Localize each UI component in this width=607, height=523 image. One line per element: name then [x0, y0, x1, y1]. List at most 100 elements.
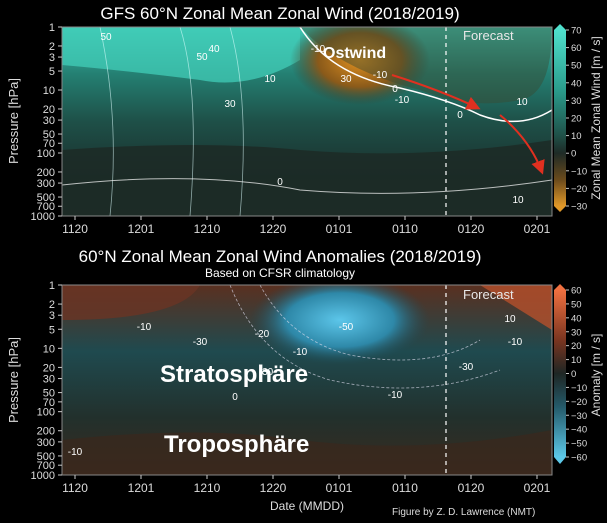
- x-tick-label: 1220: [260, 481, 287, 495]
- bottom-colorbar-cap-bottom: [554, 457, 566, 464]
- top-easterly-region: [290, 27, 430, 105]
- ostwind-annotation: Ostwind: [323, 45, 387, 62]
- bottom-chart-subtitle: Based on CFSR climatology: [204, 266, 356, 280]
- bottom-tropospheric-region: [62, 430, 552, 475]
- contour-label: -10: [311, 44, 326, 55]
- y-tick-label: 100: [37, 407, 55, 419]
- top-colorbar: [554, 30, 566, 206]
- bottom-x-axis-ticks: 1120 1201 1210 1220 0101 0110 0120 0201: [62, 475, 551, 495]
- colorbar-tick-label: 60: [571, 286, 582, 297]
- y-tick-label: 700: [37, 201, 55, 213]
- colorbar-tick-label: 20: [571, 114, 582, 125]
- contour-label: 0: [232, 392, 238, 403]
- colorbar-tick-label: 40: [571, 78, 582, 89]
- colorbar-tick-label: 30: [571, 327, 582, 338]
- bottom-contours: [229, 285, 501, 389]
- top-contours: [99, 27, 244, 216]
- colorbar-tick-label: −40: [571, 425, 587, 436]
- contour-label: 50: [100, 32, 112, 43]
- top-strong-westerly-region: [62, 27, 300, 83]
- y-tick-label: 2: [49, 41, 55, 53]
- y-tick-label: 3: [49, 310, 55, 322]
- y-tick-label: 3: [49, 52, 55, 64]
- contour-label: 0: [392, 84, 398, 95]
- contour-label: -10: [373, 70, 388, 81]
- contour-label: -10: [395, 95, 410, 106]
- bottom-positive-anomaly-right: [480, 285, 552, 330]
- colorbar-tick-label: −10: [571, 166, 587, 177]
- top-plot-frame: [61, 26, 553, 217]
- top-x-axis-ticks: 1120 1201 1210 1220 0101 0110 0120 0201: [62, 216, 551, 236]
- bottom-y-axis-label: Pressure [hPa]: [6, 337, 21, 423]
- top-colorbar-label: Zonal Mean Zonal Wind [m / s]: [589, 36, 603, 199]
- y-tick-label: 1: [49, 22, 55, 34]
- colorbar-tick-label: −50: [571, 439, 587, 450]
- bottom-chart-title: 60°N Zonal Mean Zonal Wind Anomalies (20…: [78, 247, 482, 266]
- y-tick-label: 1000: [31, 470, 55, 482]
- x-tick-label: 1210: [194, 481, 221, 495]
- contour-label: 40: [208, 44, 220, 55]
- y-tick-label: 300: [37, 178, 55, 190]
- y-tick-label: 50: [43, 388, 55, 400]
- contour-label: -30: [193, 337, 208, 348]
- top-colorbar-ticks: 70 60 50 40 30 20 10 0 −10 −20 −30: [566, 26, 587, 213]
- y-tick-label: 200: [37, 167, 55, 179]
- contour-label: -10: [293, 347, 308, 358]
- x-tick-label: 1120: [62, 481, 88, 495]
- contour-label: 0: [457, 110, 463, 121]
- y-tick-label: 700: [37, 460, 55, 472]
- contour-label: 0: [277, 177, 283, 188]
- bottom-contour-labels: -10 -30 -50 -30 -20 -10 -30 -10 10 -10 0 -10: [68, 314, 523, 458]
- x-tick-label: 1201: [128, 481, 155, 495]
- contour-label: -10: [137, 322, 152, 333]
- bottom-forecast-label: Forecast: [463, 287, 514, 302]
- colorbar-tick-label: 60: [571, 43, 582, 54]
- y-tick-label: 5: [49, 66, 55, 78]
- contour-label: 10: [512, 195, 524, 206]
- x-tick-label: 0120: [458, 481, 485, 495]
- x-tick-label: 0120: [458, 222, 485, 236]
- troposphere-annotation: Troposphäre: [164, 431, 310, 458]
- colorbar-tick-label: 30: [571, 96, 582, 107]
- top-colorbar-cap-top: [554, 24, 566, 30]
- bottom-colorbar: [554, 290, 566, 457]
- y-tick-label: 70: [43, 138, 55, 150]
- x-tick-label: 1120: [62, 222, 88, 236]
- contour-label: -20: [255, 329, 270, 340]
- contour-label: -10: [388, 390, 403, 401]
- contour-label: -50: [339, 322, 354, 333]
- y-tick-label: 10: [43, 85, 55, 97]
- figure-credit: Figure by Z. D. Lawrence (NMT): [392, 507, 536, 518]
- y-tick-label: 200: [37, 426, 55, 438]
- contour-label: 10: [264, 74, 276, 85]
- top-chart-title: GFS 60°N Zonal Mean Zonal Wind (2018/201…: [100, 4, 460, 23]
- contour-label: -30: [259, 367, 274, 378]
- top-low-contour: [62, 178, 552, 194]
- colorbar-tick-label: 10: [571, 355, 582, 366]
- colorbar-tick-label: −60: [571, 453, 587, 464]
- colorbar-tick-label: −30: [571, 411, 587, 422]
- x-tick-label: 0201: [524, 222, 551, 236]
- bottom-positive-anomaly-left: [62, 285, 200, 320]
- contour-label: -10: [508, 337, 523, 348]
- y-tick-label: 1000: [31, 211, 55, 223]
- colorbar-tick-label: 50: [571, 299, 582, 310]
- colorbar-tick-label: −30: [571, 202, 587, 213]
- top-arrow-2: [499, 114, 545, 175]
- top-y-axis-label: Pressure [hPa]: [6, 78, 21, 164]
- colorbar-tick-label: 10: [571, 131, 582, 142]
- contour-label: 10: [504, 314, 516, 325]
- top-easterly-spread: [300, 27, 552, 104]
- colorbar-tick-label: 0: [571, 149, 576, 160]
- x-tick-label: 0101: [326, 481, 353, 495]
- contour-label: -30: [459, 362, 474, 373]
- colorbar-tick-label: 50: [571, 61, 582, 72]
- y-tick-label: 30: [43, 374, 55, 386]
- y-tick-label: 20: [43, 362, 55, 374]
- bottom-colorbar-cap-top: [554, 284, 566, 290]
- y-tick-label: 2: [49, 299, 55, 311]
- y-tick-label: 70: [43, 397, 55, 409]
